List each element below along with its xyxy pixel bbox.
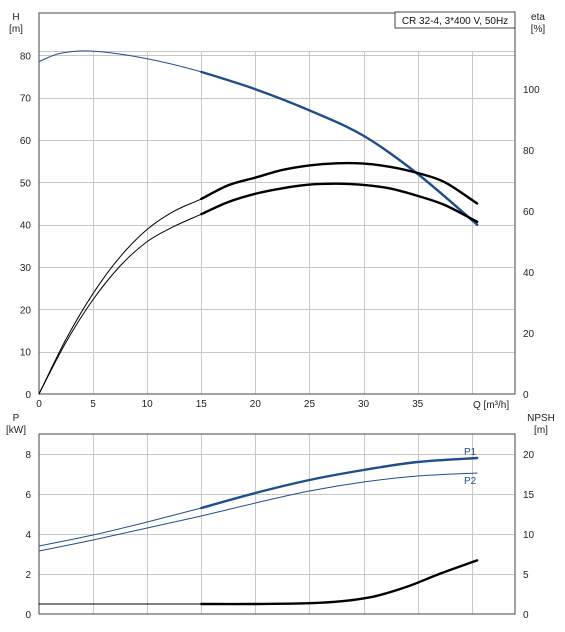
series-line-0-0 [38,50,478,226]
chart-title: CR 32-4, 3*400 V, 50Hz [402,16,508,27]
x-tick-label: 25 [304,399,316,410]
right-tick-label: 15 [523,490,535,501]
left-tick-label: 0 [25,390,31,401]
left-tick-label: 4 [25,530,31,541]
chart-title-box [394,11,516,29]
series-line-1-2 [38,559,478,605]
plot-frames [38,12,516,615]
left-tick-label: 80 [20,51,32,62]
left-tick-label: 40 [20,221,32,232]
left-tick-label: 0 [25,610,31,621]
efficiency-axis-unit: [%] [531,24,546,35]
plot-frame-1 [38,433,516,615]
power-axis-label: P [13,413,20,424]
x-tick-label: 5 [90,399,96,410]
x-tick-label: 35 [412,399,424,410]
series-operating-range-1-0 [200,456,479,510]
efficiency-axis-label: eta [531,12,545,23]
left-tick-label: 30 [20,263,32,274]
left-tick-label: 10 [20,348,32,359]
right-tick-label: 60 [523,207,535,218]
series-label-p2: P2 [464,476,477,487]
right-tick-label: 10 [523,530,535,541]
x-tick-label: 15 [196,399,208,410]
right-tick-label: 20 [523,329,535,340]
series-line-1-1 [38,472,478,552]
right-tick-label: 100 [523,85,540,96]
npsh-axis-unit: [m] [534,425,548,436]
series-operating-range-0-0 [200,70,479,226]
series-layer [38,50,479,606]
series-label-p1: P1 [464,447,477,458]
series-operating-range-1-2 [200,559,479,606]
left-tick-label: 60 [20,136,32,147]
x-tick-label: 20 [250,399,262,410]
left-tick-label: 8 [25,450,31,461]
series-line-0-1 [38,162,478,395]
npsh-axis-label: NPSH [527,413,555,424]
x-tick-label: 0 [36,399,42,410]
flow-axis-unit: Q [m³/h] [473,400,509,411]
right-tick-label: 80 [523,146,535,157]
left-tick-label: 2 [25,570,31,581]
left-tick-label: 70 [20,94,32,105]
x-tick-label: 10 [142,399,154,410]
left-tick-label: 6 [25,490,31,501]
series-line-0-2 [38,183,478,395]
right-tick-label: 5 [523,570,529,581]
plot-frame-0 [38,12,516,395]
left-tick-label: 50 [20,178,32,189]
grid-lines [39,51,515,614]
right-tick-label: 0 [523,390,529,401]
power-axis-unit: [kW] [6,425,26,436]
head-axis-label: H [12,12,19,23]
head-axis-unit: [m] [9,24,23,35]
right-tick-label: 0 [523,610,529,621]
left-tick-label: 20 [20,305,32,316]
series-operating-range-0-2 [200,182,479,223]
right-tick-label: 20 [523,450,535,461]
series-operating-range-0-1 [200,161,479,205]
right-tick-label: 40 [523,268,535,279]
x-tick-label: 30 [358,399,370,410]
